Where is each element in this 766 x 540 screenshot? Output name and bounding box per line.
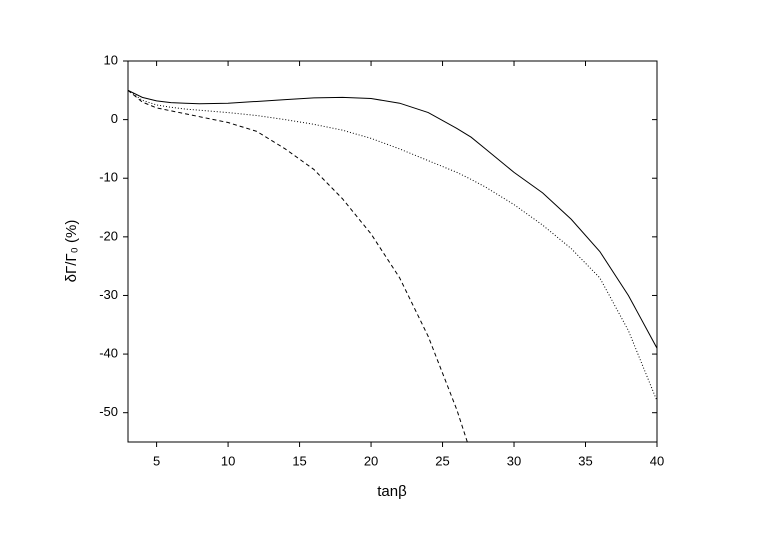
x-tick-label: 15 [292,453,306,468]
line-series [128,89,657,402]
y-tick-label: -40 [99,346,118,361]
y-tick-label: 0 [111,111,118,126]
y-tick-label: -10 [99,170,118,185]
x-tick-label: 40 [650,453,664,468]
y-tick-label: 10 [104,52,118,67]
line-series [128,89,468,442]
y-tick-label: -20 [99,228,118,243]
y-tick-label: -50 [99,404,118,419]
x-tick-label: 35 [578,453,592,468]
x-tick-label: 25 [435,453,449,468]
x-tick-label: 5 [153,453,160,468]
x-axis-label: tanβ [377,483,407,500]
x-tick-label: 20 [364,453,378,468]
plot-frame [127,60,658,443]
y-axis-label: δΓ/Γ₀ (%) [63,220,80,283]
line-series [128,89,657,349]
x-tick-label: 30 [507,453,521,468]
x-tick-label: 10 [221,453,235,468]
y-tick-label: -30 [99,287,118,302]
